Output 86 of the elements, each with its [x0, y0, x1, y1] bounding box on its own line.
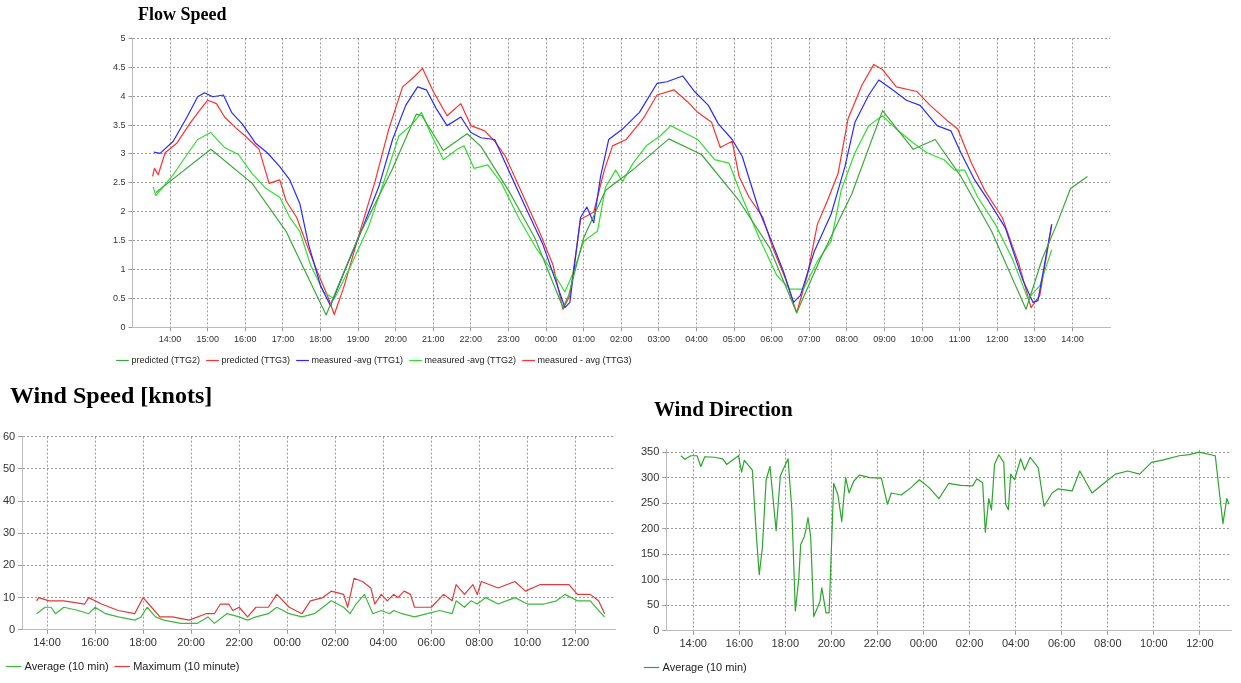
x-tick-label: 16:00 [234, 334, 257, 345]
x-tick-label: 20:00 [177, 636, 205, 649]
x-tick-label: 06:00 [417, 636, 446, 649]
legend-label: predicted (TTG2) [131, 354, 201, 365]
x-tick-label: 01:00 [572, 334, 595, 345]
x-tick-label: 05:00 [722, 334, 746, 345]
y-tick-label: 30 [2, 526, 16, 539]
legend-label: Maximum (10 minute) [133, 659, 240, 672]
x-tick-label: 09:00 [873, 334, 896, 345]
y-tick-label: 150 [640, 547, 660, 560]
legend-label: measured -avg (TTG1) [311, 354, 404, 365]
y-tick-label: 250 [640, 496, 660, 509]
chart-title: Flow Speed [138, 4, 227, 25]
x-tick-label: 23:00 [497, 334, 520, 345]
x-tick-label: 19:00 [346, 334, 370, 345]
x-tick-label: 21:00 [422, 334, 445, 345]
x-tick-label: 03:00 [647, 334, 671, 345]
x-tick-label: 13:00 [1023, 334, 1047, 345]
y-tick-label: 50 [647, 598, 660, 611]
x-tick-label: 04:00 [369, 636, 398, 649]
y-tick-label: 40 [2, 494, 16, 507]
y-tick-label: 4 [120, 90, 126, 101]
x-tick-label: 06:00 [1047, 637, 1076, 650]
x-tick-label: 08:00 [835, 334, 859, 345]
x-tick-label: 08:00 [465, 636, 494, 649]
y-tick-label: 5 [120, 32, 126, 43]
legend-label: predicted (TTG3) [221, 354, 291, 365]
x-tick-label: 14:00 [1061, 334, 1084, 345]
x-tick-label: 20:00 [384, 334, 407, 345]
x-tick-label: 18:00 [309, 334, 332, 345]
y-tick-label: 200 [640, 521, 660, 534]
y-tick-label: 0 [120, 321, 126, 332]
legend-label: measured -avg (TTG2) [424, 354, 517, 365]
y-tick-label: 2.5 [113, 177, 126, 188]
x-tick-label: 12:00 [1186, 637, 1214, 650]
y-tick-label: 10 [2, 590, 16, 603]
y-tick-label: 1.5 [113, 235, 126, 246]
legend-label: Average (10 min) [662, 660, 747, 673]
x-tick-label: 12:00 [561, 636, 590, 649]
y-tick-label: 3 [120, 148, 126, 159]
y-tick-label: 350 [640, 445, 660, 458]
y-tick-label: 0 [653, 623, 660, 636]
y-tick-label: 4.5 [113, 61, 126, 72]
x-tick-label: 10:00 [513, 636, 542, 649]
x-tick-label: 22:00 [225, 636, 253, 649]
y-tick-label: 50 [2, 461, 16, 474]
x-tick-label: 16:00 [81, 636, 109, 649]
y-tick-label: 60 [2, 429, 16, 442]
x-tick-label: 00:00 [273, 636, 301, 649]
legend-label: measured - avg (TTG3) [537, 354, 632, 365]
y-tick-label: 2 [120, 206, 126, 217]
y-tick-label: 300 [640, 470, 660, 483]
x-tick-label: 14:00 [679, 637, 707, 650]
x-tick-label: 18:00 [129, 636, 157, 649]
x-tick-label: 07:00 [797, 334, 821, 345]
x-tick-label: 17:00 [271, 334, 295, 345]
x-tick-label: 15:00 [196, 334, 219, 345]
legend-label: Average (10 min) [24, 659, 109, 672]
x-tick-label: 06:00 [760, 334, 783, 345]
x-tick-label: 02:00 [609, 334, 633, 345]
x-tick-label: 10:00 [1140, 637, 1168, 650]
y-tick-label: 0.5 [113, 292, 126, 303]
x-tick-label: 04:00 [685, 334, 708, 345]
x-tick-label: 22:00 [459, 334, 483, 345]
x-tick-label: 20:00 [817, 637, 846, 650]
y-tick-label: 100 [640, 572, 660, 585]
x-tick-label: 14:00 [33, 636, 61, 649]
x-tick-label: 12:00 [985, 334, 1009, 345]
x-tick-label: 22:00 [863, 637, 892, 650]
chart-title: Wind Speed [knots] [10, 382, 213, 409]
x-tick-label: 11:00 [948, 334, 971, 345]
y-tick-label: 20 [2, 558, 16, 571]
x-tick-label: 00:00 [909, 637, 938, 650]
x-tick-label: 16:00 [725, 637, 754, 650]
y-tick-label: 0 [9, 622, 16, 635]
x-tick-label: 00:00 [534, 334, 558, 345]
x-tick-label: 08:00 [1094, 637, 1122, 650]
x-tick-label: 04:00 [1001, 637, 1030, 650]
x-tick-label: 14:00 [158, 334, 182, 345]
x-tick-label: 18:00 [771, 637, 800, 650]
y-tick-label: 3.5 [113, 119, 126, 130]
x-tick-label: 10:00 [910, 334, 934, 345]
chart-title: Wind Direction [654, 397, 793, 422]
x-tick-label: 02:00 [955, 637, 984, 650]
y-tick-label: 1 [120, 263, 126, 274]
x-tick-label: 02:00 [321, 636, 349, 649]
